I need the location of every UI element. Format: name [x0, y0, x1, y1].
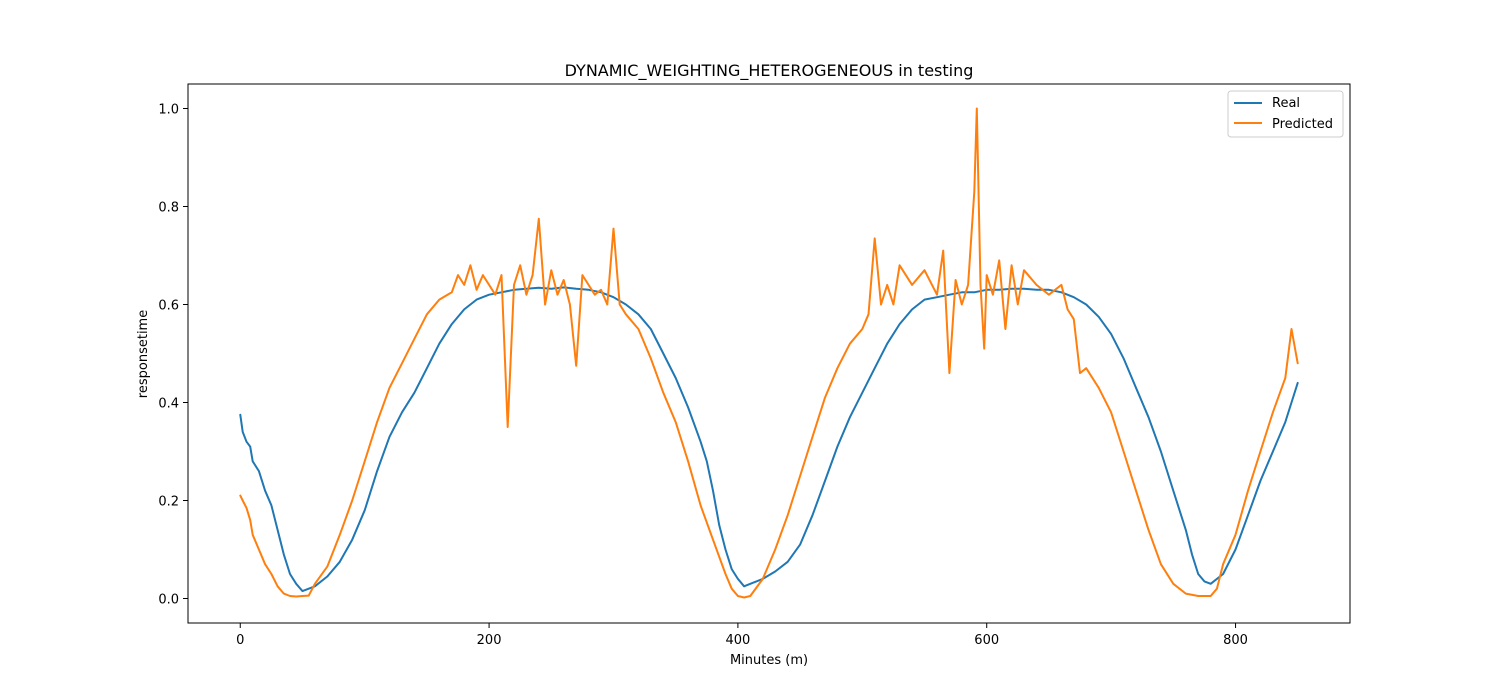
y-axis: 0.0 0.2 0.4 0.6 0.8 1.0: [158, 103, 188, 608]
y-tick-label: 1.0: [158, 103, 179, 118]
chart-title: DYNAMIC_WEIGHTING_HETEROGENEOUS in testi…: [565, 61, 974, 81]
x-axis: 0 200 400 600 800: [236, 623, 1248, 648]
y-tick-label: 0.0: [158, 593, 179, 608]
y-tick-label: 0.2: [158, 495, 179, 510]
series-layer: [239, 107, 1299, 599]
legend-real-label: Real: [1272, 96, 1300, 111]
series-line-predicted: [239, 107, 1299, 599]
x-tick-label: 600: [974, 633, 999, 648]
y-tick-label: 0.8: [158, 201, 179, 216]
x-tick-label: 400: [725, 633, 750, 648]
y-tick-label: 0.4: [158, 397, 179, 412]
y-axis-label: responsetime: [136, 310, 151, 398]
legend-predicted-label: Predicted: [1272, 117, 1333, 132]
x-tick-label: 0: [236, 633, 244, 648]
series-line-real: [239, 286, 1299, 593]
legend: Real Predicted: [1227, 90, 1344, 138]
plot-area-frame: [187, 83, 1351, 624]
x-tick-label: 200: [477, 633, 502, 648]
x-tick-label: 800: [1223, 633, 1248, 648]
y-tick-label: 0.6: [158, 299, 179, 314]
x-axis-label: Minutes (m): [730, 653, 808, 668]
